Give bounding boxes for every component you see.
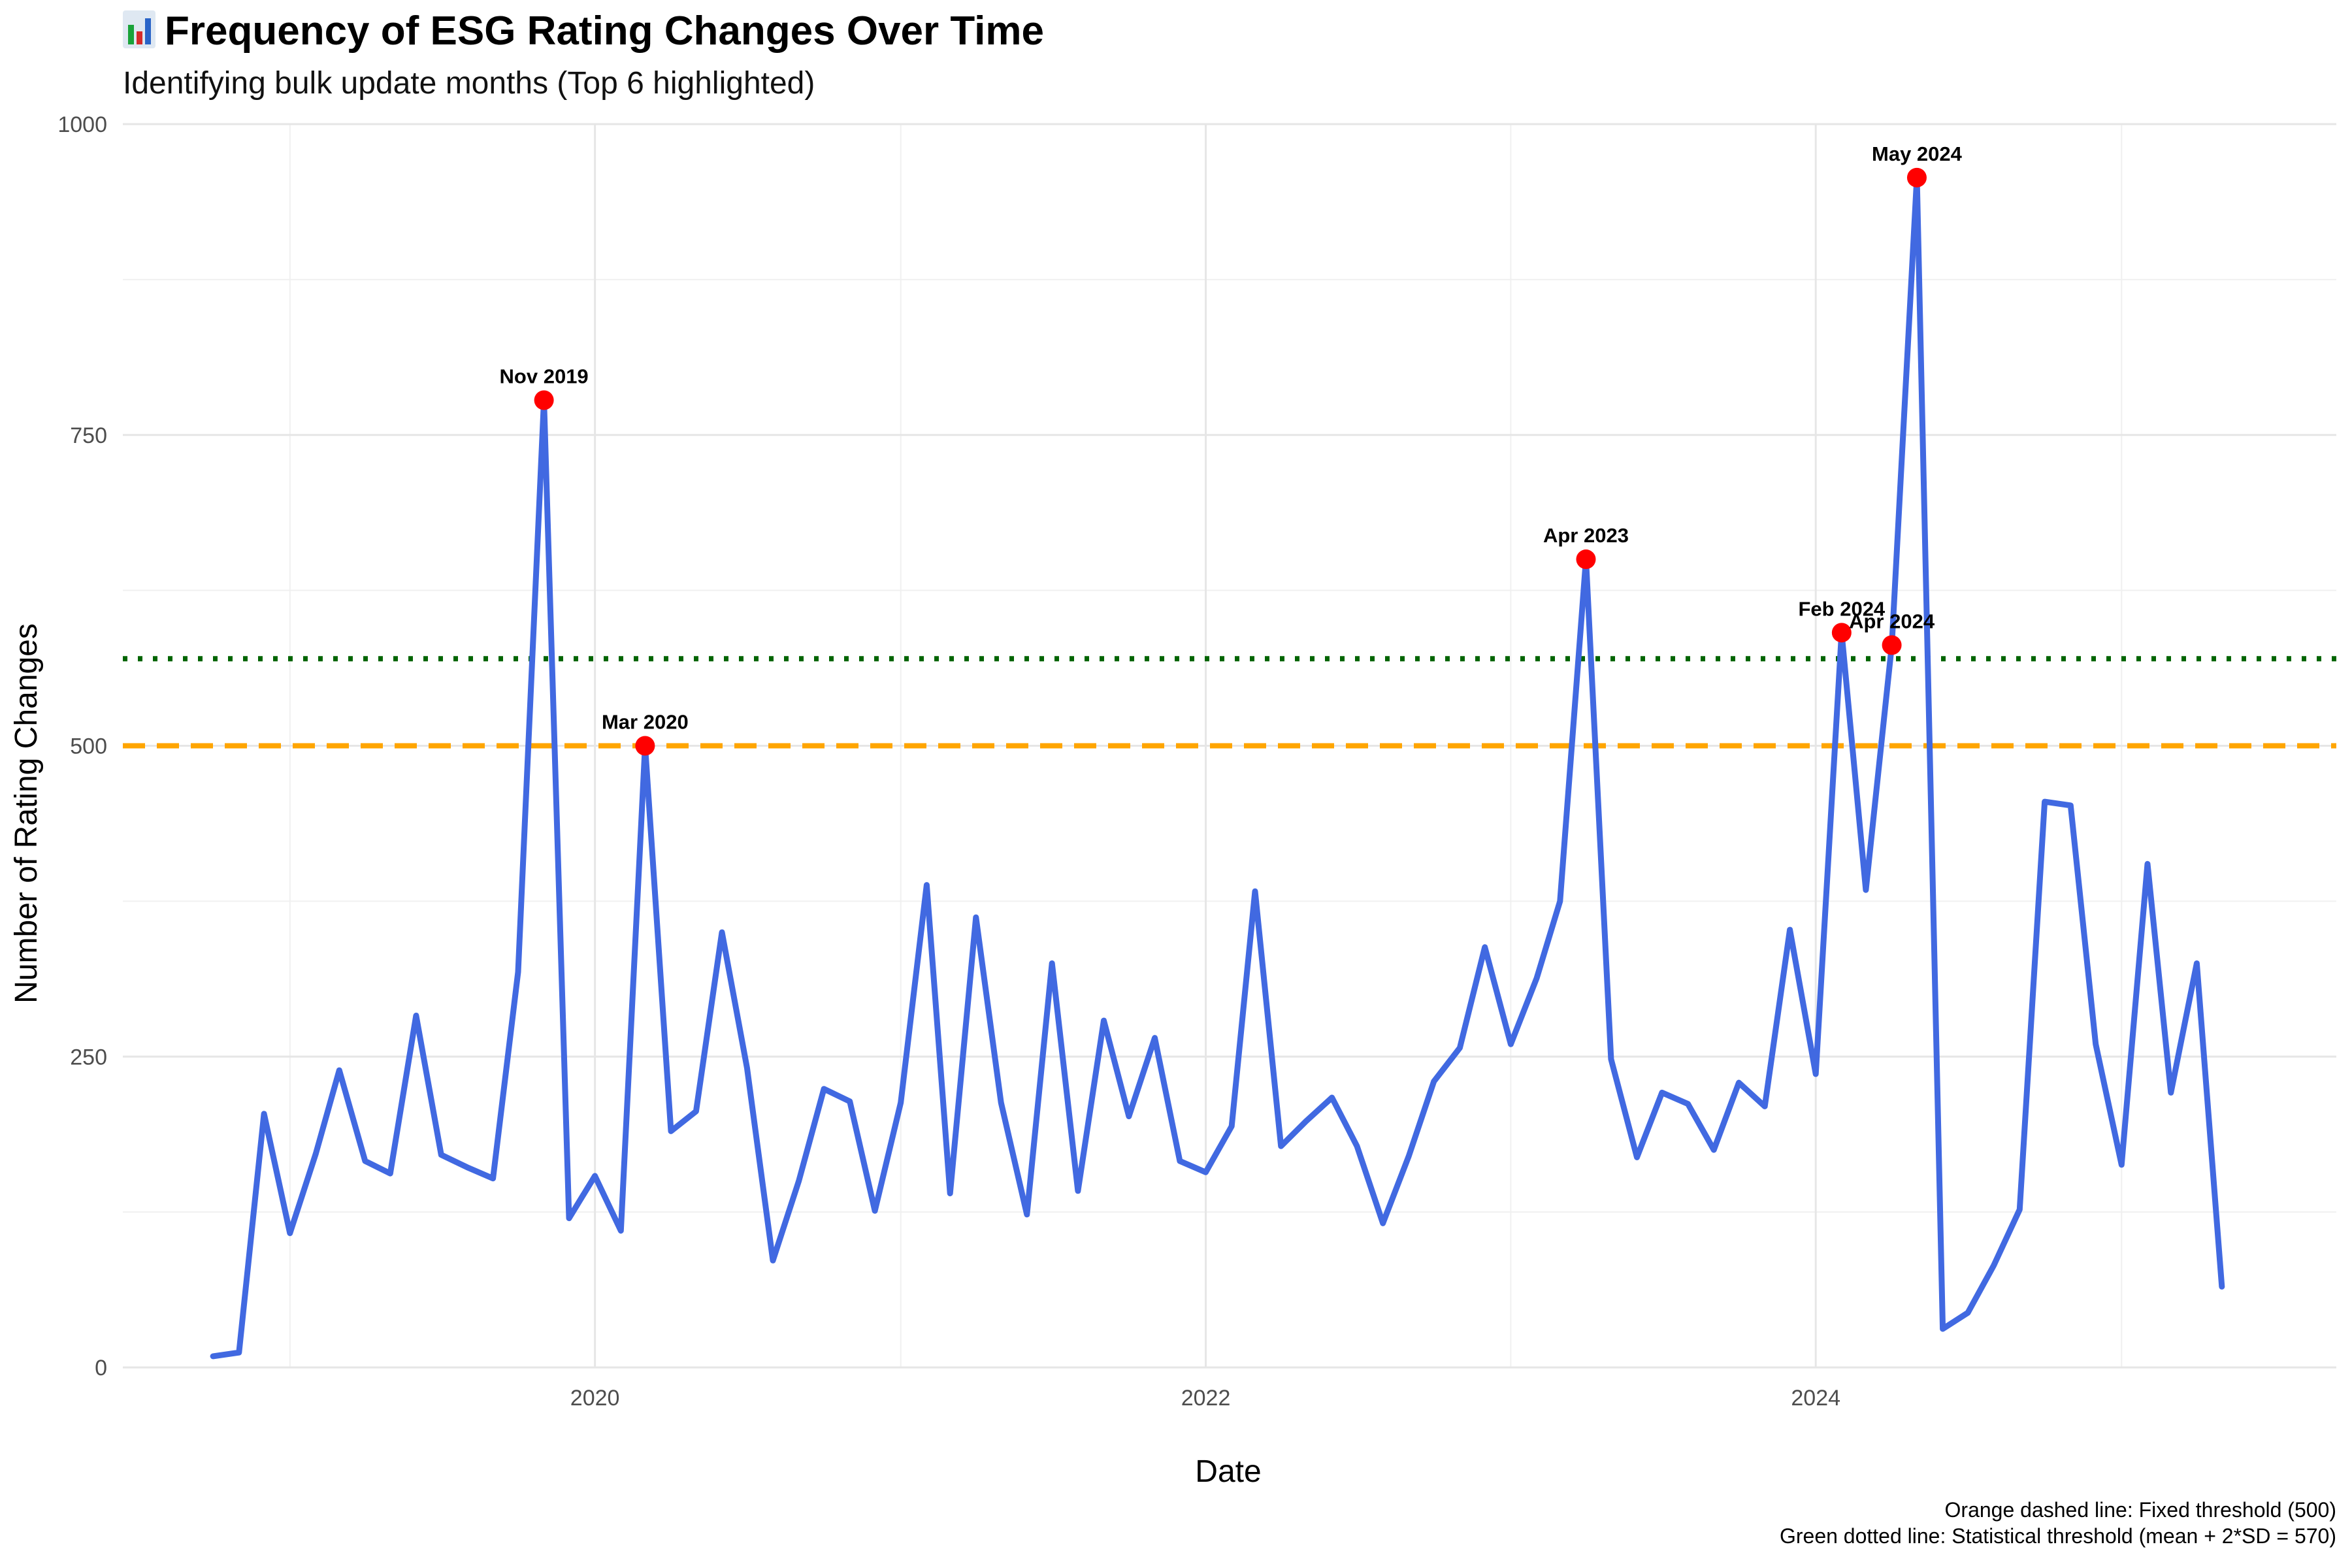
y-axis-tick-labels: 0 250 500 750 1000 bbox=[57, 112, 107, 1380]
threshold-lines bbox=[123, 656, 2336, 749]
highlight-point bbox=[1576, 549, 1596, 570]
caption-orange-threshold: Orange dashed line: Fixed threshold (500… bbox=[1945, 1498, 2336, 1522]
series-line bbox=[210, 174, 2225, 1360]
y-tick-label: 750 bbox=[70, 423, 107, 448]
highlight-label: Apr 2024 bbox=[1849, 610, 1935, 632]
chart-subtitle: Identifying bulk update months (Top 6 hi… bbox=[123, 66, 815, 101]
caption-green-threshold: Green dotted line: Statistical threshold… bbox=[1780, 1524, 2336, 1548]
chart-title-group: Frequency of ESG Rating Changes Over Tim… bbox=[123, 8, 1044, 101]
highlight-point bbox=[1831, 623, 1852, 643]
highlight-point bbox=[534, 390, 554, 410]
y-tick-label: 250 bbox=[70, 1045, 107, 1070]
chart-title: Frequency of ESG Rating Changes Over Tim… bbox=[165, 8, 1044, 54]
highlight-point bbox=[1882, 635, 1902, 655]
highlight-label: Nov 2019 bbox=[500, 365, 589, 387]
x-axis-tick-labels: 2020 2022 2024 bbox=[570, 1386, 1840, 1411]
x-axis-label: Date bbox=[1195, 1454, 1261, 1489]
x-tick-label: 2024 bbox=[1791, 1386, 1840, 1411]
x-tick-label: 2022 bbox=[1181, 1386, 1231, 1411]
x-tick-label: 2020 bbox=[570, 1386, 620, 1411]
highlight-label: Feb 2024 bbox=[1798, 597, 1885, 620]
highlight-label: May 2024 bbox=[1872, 142, 1963, 165]
bar-chart-icon bbox=[123, 10, 155, 48]
highlight-label: Apr 2023 bbox=[1543, 524, 1629, 547]
highlight-point bbox=[1906, 167, 1927, 188]
y-axis-label: Number of Rating Changes bbox=[9, 623, 44, 1004]
y-tick-label: 1000 bbox=[57, 112, 107, 137]
y-tick-label: 0 bbox=[95, 1356, 107, 1380]
highlight-points bbox=[534, 167, 1927, 756]
y-tick-label: 500 bbox=[70, 734, 107, 759]
highlight-label: Mar 2020 bbox=[602, 711, 689, 734]
highlight-point bbox=[635, 736, 655, 756]
